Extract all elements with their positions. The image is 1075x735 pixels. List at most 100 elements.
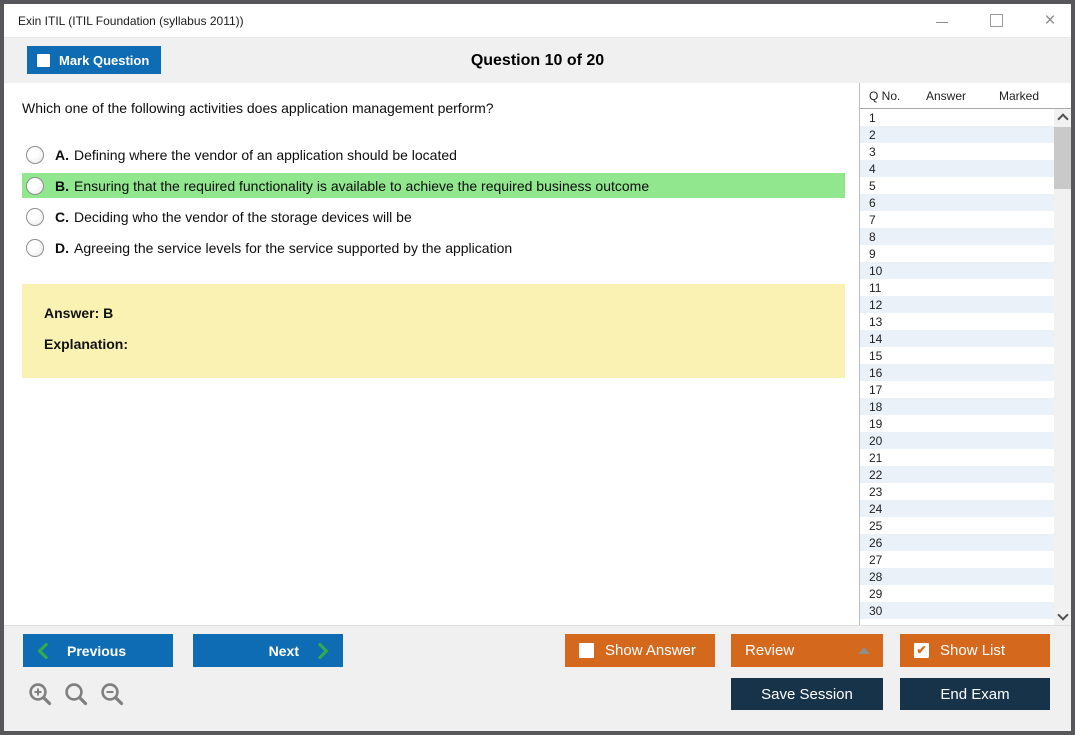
end-exam-button[interactable]: End Exam (900, 678, 1050, 710)
question-row[interactable]: 9 (869, 246, 876, 261)
show-list-checkbox-icon (914, 643, 929, 658)
radio-icon[interactable] (26, 145, 44, 164)
question-row[interactable]: 21 (869, 450, 883, 465)
review-button[interactable]: Review (731, 634, 883, 667)
question-row[interactable]: 10 (860, 262, 1054, 279)
column-marked: Marked (999, 88, 1040, 103)
zoom-out-icon[interactable] (99, 681, 126, 708)
question-row[interactable]: 26 (860, 534, 1054, 551)
question-row[interactable]: 25 (869, 518, 883, 533)
close-button[interactable]: × (1043, 9, 1057, 31)
option-c[interactable]: C. Deciding who the vendor of the storag… (22, 204, 845, 229)
close-icon: × (1044, 9, 1056, 31)
chevron-up-icon (1056, 113, 1069, 125)
question-row[interactable]: 4 (860, 160, 1054, 177)
mark-question-checkbox-icon (37, 53, 50, 67)
show-answer-button[interactable]: Show Answer (565, 634, 715, 667)
question-row[interactable]: 11 (869, 280, 882, 295)
mark-question-label: Mark Question (59, 52, 150, 68)
question-row[interactable]: 18 (860, 398, 1054, 415)
question-panel: Which one of the following activities do… (4, 83, 859, 625)
column-qno: Q No. (869, 88, 901, 103)
question-row[interactable]: 13 (869, 314, 883, 329)
chevron-left-icon (37, 642, 55, 659)
maximize-button[interactable] (989, 14, 1003, 28)
answer-box: Answer: B Explanation: (22, 284, 845, 378)
minimize-icon (936, 21, 948, 24)
option-letter: C. (55, 208, 69, 225)
next-label: Next (268, 642, 299, 659)
question-counter: Question 10 of 20 (470, 52, 605, 69)
question-row[interactable]: 14 (860, 330, 1054, 347)
triangle-up-icon (858, 647, 870, 654)
maximize-icon (989, 14, 1003, 27)
option-a[interactable]: A. Defining where the vendor of an appli… (22, 142, 845, 167)
chevron-right-icon (311, 642, 329, 659)
explanation-label: Explanation: (44, 336, 129, 352)
radio-icon[interactable] (26, 207, 44, 226)
question-text: Which one of the following activities do… (22, 100, 494, 116)
minimize-button[interactable] (935, 14, 949, 28)
answer-label: Answer: B (44, 305, 114, 321)
question-row[interactable]: 16 (860, 364, 1054, 381)
question-row[interactable]: 1 (869, 110, 876, 125)
next-button[interactable]: Next (193, 634, 343, 667)
question-row[interactable]: 3 (869, 144, 876, 159)
show-answer-checkbox-icon (579, 643, 594, 658)
titlebar: Exin ITIL (ITIL Foundation (syllabus 201… (4, 4, 1071, 37)
content-area: Which one of the following activities do… (4, 83, 1071, 625)
show-list-label: Show List (940, 642, 1006, 659)
option-b[interactable]: B. Ensuring that the required functional… (22, 173, 845, 198)
radio-icon[interactable] (26, 238, 44, 257)
option-letter: D. (55, 239, 69, 256)
question-row[interactable]: 12 (860, 296, 1054, 313)
scroll-up-button[interactable] (1054, 109, 1071, 126)
question-row[interactable]: 29 (869, 586, 883, 601)
header-band: Question 10 of 20 Mark Question (4, 37, 1071, 83)
radio-icon[interactable] (26, 176, 44, 195)
option-text: Ensuring that the required functionality… (74, 177, 650, 194)
show-list-button[interactable]: Show List (900, 634, 1050, 667)
question-row[interactable]: 27 (869, 552, 883, 567)
question-row[interactable]: 22 (860, 466, 1054, 483)
zoom-toolbar (27, 681, 126, 708)
window-title: Exin ITIL (ITIL Foundation (syllabus 201… (18, 13, 244, 28)
footer-bar: Previous Next Show Answer Review Show Li… (4, 625, 1071, 731)
question-row[interactable]: 17 (869, 382, 883, 397)
question-row[interactable]: 19 (869, 416, 883, 431)
previous-button[interactable]: Previous (23, 634, 173, 667)
question-list-rows: 1 2 3 4 5 6 7 8 9 10 11 12 13 14 15 16 17 18 19 20 21 22 23 24 2… (860, 109, 1054, 625)
question-row[interactable]: 15 (869, 348, 883, 363)
end-exam-label: End Exam (940, 685, 1010, 703)
question-row[interactable]: 7 (869, 212, 876, 227)
question-row[interactable]: 28 (860, 568, 1054, 585)
scroll-down-button[interactable] (1054, 608, 1071, 625)
save-session-button[interactable]: Save Session (731, 678, 883, 710)
question-row[interactable]: 24 (860, 500, 1054, 517)
question-row[interactable]: 2 (860, 126, 1054, 143)
column-answer: Answer (926, 88, 967, 103)
question-row[interactable]: 8 (860, 228, 1054, 245)
option-d[interactable]: D. Agreeing the service levels for the s… (22, 235, 845, 260)
review-label: Review (745, 642, 795, 659)
search-icon[interactable] (63, 681, 90, 708)
option-text: Agreeing the service levels for the serv… (74, 239, 513, 256)
question-row[interactable]: 23 (869, 484, 883, 499)
chevron-down-icon (1056, 609, 1069, 621)
question-row[interactable]: 5 (869, 178, 876, 193)
previous-label: Previous (67, 642, 127, 659)
option-text: Deciding who the vendor of the storage d… (74, 208, 412, 225)
zoom-in-icon[interactable] (27, 681, 54, 708)
question-list-header: Q No. Answer Marked (860, 83, 1071, 109)
option-text: Defining where the vendor of an applicat… (74, 146, 457, 163)
question-row[interactable]: 30 (860, 602, 1054, 619)
mark-question-button[interactable]: Mark Question (27, 46, 161, 74)
window-controls: × (935, 4, 1057, 37)
scrollbar[interactable] (1054, 109, 1071, 625)
question-row[interactable]: 6 (860, 194, 1054, 211)
save-session-label: Save Session (761, 685, 853, 703)
question-row[interactable]: 20 (860, 432, 1054, 449)
option-letter: B. (55, 177, 69, 194)
scrollbar-thumb[interactable] (1054, 127, 1071, 189)
